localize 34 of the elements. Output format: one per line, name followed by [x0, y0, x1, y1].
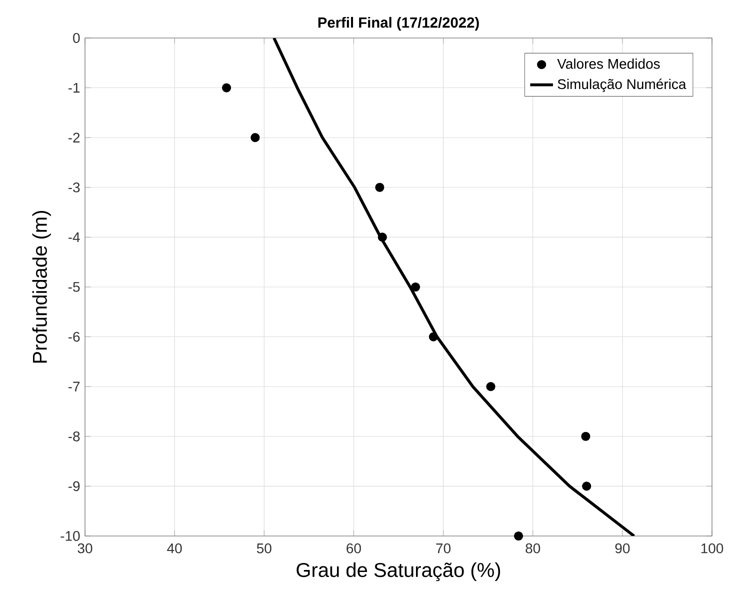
y-tick-label: -7: [68, 382, 80, 392]
x-tick-label: 40: [167, 543, 182, 554]
point: [581, 432, 590, 441]
y-tick-label: -5: [68, 282, 80, 292]
point: [486, 382, 496, 392]
y-tick-label: -3: [68, 182, 80, 192]
y-tick-label: -4: [68, 232, 80, 242]
y-axis-title: Profundidade (m): [32, 211, 51, 363]
x-axis-title: Grau de Saturação (%): [296, 562, 500, 582]
point: [222, 83, 232, 92]
legend-label: Valores Medidos: [557, 58, 660, 69]
point: [582, 482, 592, 491]
point: [428, 332, 438, 342]
x-tick-label: 80: [526, 543, 540, 554]
y-tick-label: -2: [68, 132, 80, 142]
chart-title: Perfil Final (17/12/2022): [318, 16, 479, 31]
x-tick-label: 50: [256, 543, 272, 554]
y-tick-label: -9: [68, 481, 80, 492]
point: [378, 232, 387, 242]
x-tick-label: 100: [701, 543, 724, 554]
point: [375, 182, 384, 192]
y-tick-label: -8: [68, 431, 80, 442]
point: [514, 531, 524, 541]
legend-label: Simulação Numérica: [558, 78, 686, 92]
x-tick-label: 60: [346, 543, 361, 554]
y-tick-label: -6: [68, 332, 80, 342]
y-tick-label: -1: [68, 82, 80, 93]
x-tick-label: 90: [615, 543, 630, 554]
point: [410, 282, 420, 292]
x-tick-label: 30: [78, 543, 92, 554]
y-tick-label: -10: [60, 531, 80, 541]
x-tick-label: 70: [436, 543, 451, 554]
point: [250, 133, 260, 142]
y-tick-label: 0: [73, 33, 80, 43]
